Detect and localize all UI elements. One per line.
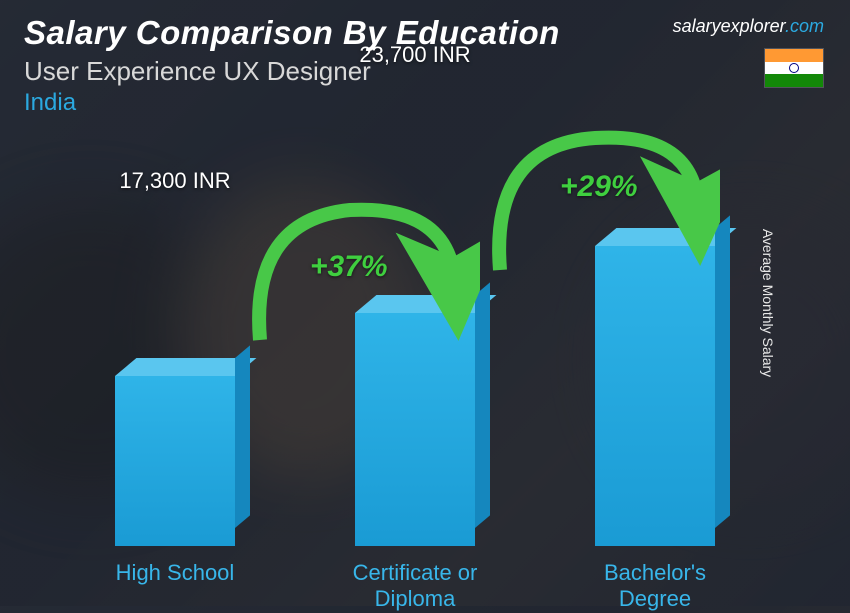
salary-bar-chart: +37% +29% 17,300 INR High School 23,700 … xyxy=(60,130,760,546)
country-label: India xyxy=(24,89,560,117)
bar-bachelors: 30,500 INR Bachelor's Degree xyxy=(580,246,730,546)
bar-high-school: 17,300 INR High School xyxy=(100,376,250,546)
bar-category-label: High School xyxy=(85,560,265,586)
bar-category-label: Bachelor's Degree xyxy=(565,560,745,613)
bar-side-face xyxy=(235,345,250,528)
increase-arrow-1: +29% xyxy=(460,120,720,280)
flag-stripe-bottom xyxy=(765,74,823,87)
page-title: Salary Comparison By Education xyxy=(24,14,560,52)
pct-increase-label: +37% xyxy=(310,250,388,284)
brand-logo: salaryexplorer.com xyxy=(673,16,824,37)
header-block: Salary Comparison By Education User Expe… xyxy=(24,14,560,117)
bar-category-label: Certificate or Diploma xyxy=(325,560,505,613)
flag-chakra-icon xyxy=(789,63,799,73)
bar-front-face xyxy=(595,246,715,546)
flag-stripe-mid xyxy=(765,62,823,75)
increase-arrow-0: +37% xyxy=(220,190,480,350)
brand-name: salaryexplorer xyxy=(673,16,785,36)
arrow-arc-icon xyxy=(460,120,720,290)
y-axis-label: Average Monthly Salary xyxy=(760,229,776,377)
brand-tld: .com xyxy=(785,16,824,36)
pct-increase-label: +29% xyxy=(560,170,638,204)
bar-3d xyxy=(115,376,235,546)
flag-stripe-top xyxy=(765,49,823,62)
bar-3d xyxy=(595,246,715,546)
india-flag-icon xyxy=(764,48,824,88)
bar-front-face xyxy=(115,376,235,546)
job-title: User Experience UX Designer xyxy=(24,56,560,87)
